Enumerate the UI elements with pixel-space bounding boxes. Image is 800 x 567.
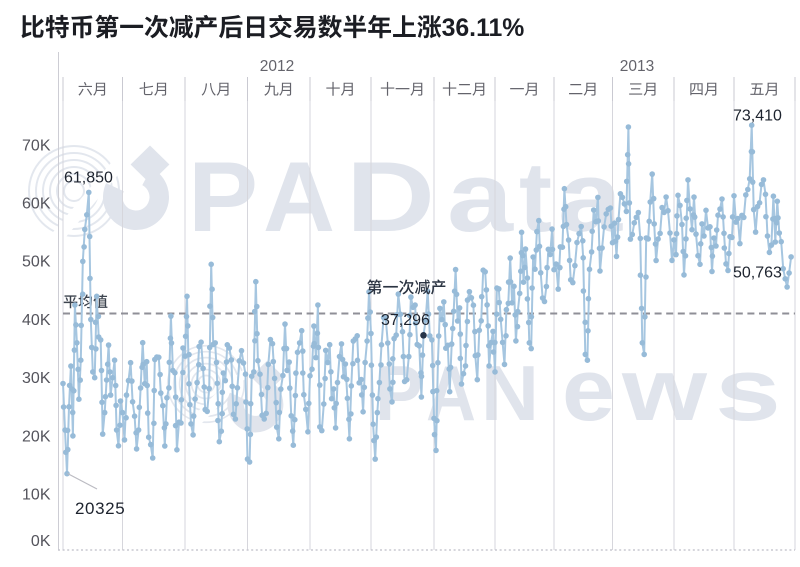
svg-text:A: A (263, 141, 335, 252)
svg-text:36.11%: 36.11% (442, 15, 525, 42)
svg-text:t: t (519, 141, 552, 252)
svg-text:a: a (447, 141, 514, 252)
svg-text:20K: 20K (22, 429, 51, 446)
svg-text:2013: 2013 (620, 58, 654, 75)
svg-text:50,763: 50,763 (733, 265, 782, 282)
svg-text:w: w (621, 340, 708, 439)
svg-text:s: s (715, 340, 781, 439)
svg-text:2012: 2012 (260, 58, 294, 75)
svg-text:70K: 70K (22, 138, 51, 155)
svg-text:30K: 30K (22, 370, 51, 387)
svg-text:P: P (188, 141, 258, 252)
svg-text:20325: 20325 (75, 499, 125, 518)
svg-text:0K: 0K (31, 533, 51, 550)
svg-text:37,296: 37,296 (381, 312, 430, 329)
svg-text:D: D (346, 141, 435, 252)
svg-text:73,410: 73,410 (733, 108, 782, 125)
svg-text:40K: 40K (22, 312, 51, 329)
svg-text:P: P (375, 349, 423, 437)
svg-text:10K: 10K (22, 487, 51, 504)
svg-text:61,850: 61,850 (64, 170, 113, 187)
svg-text:60K: 60K (22, 196, 51, 213)
svg-text:e: e (562, 340, 615, 439)
svg-text:50K: 50K (22, 254, 51, 271)
